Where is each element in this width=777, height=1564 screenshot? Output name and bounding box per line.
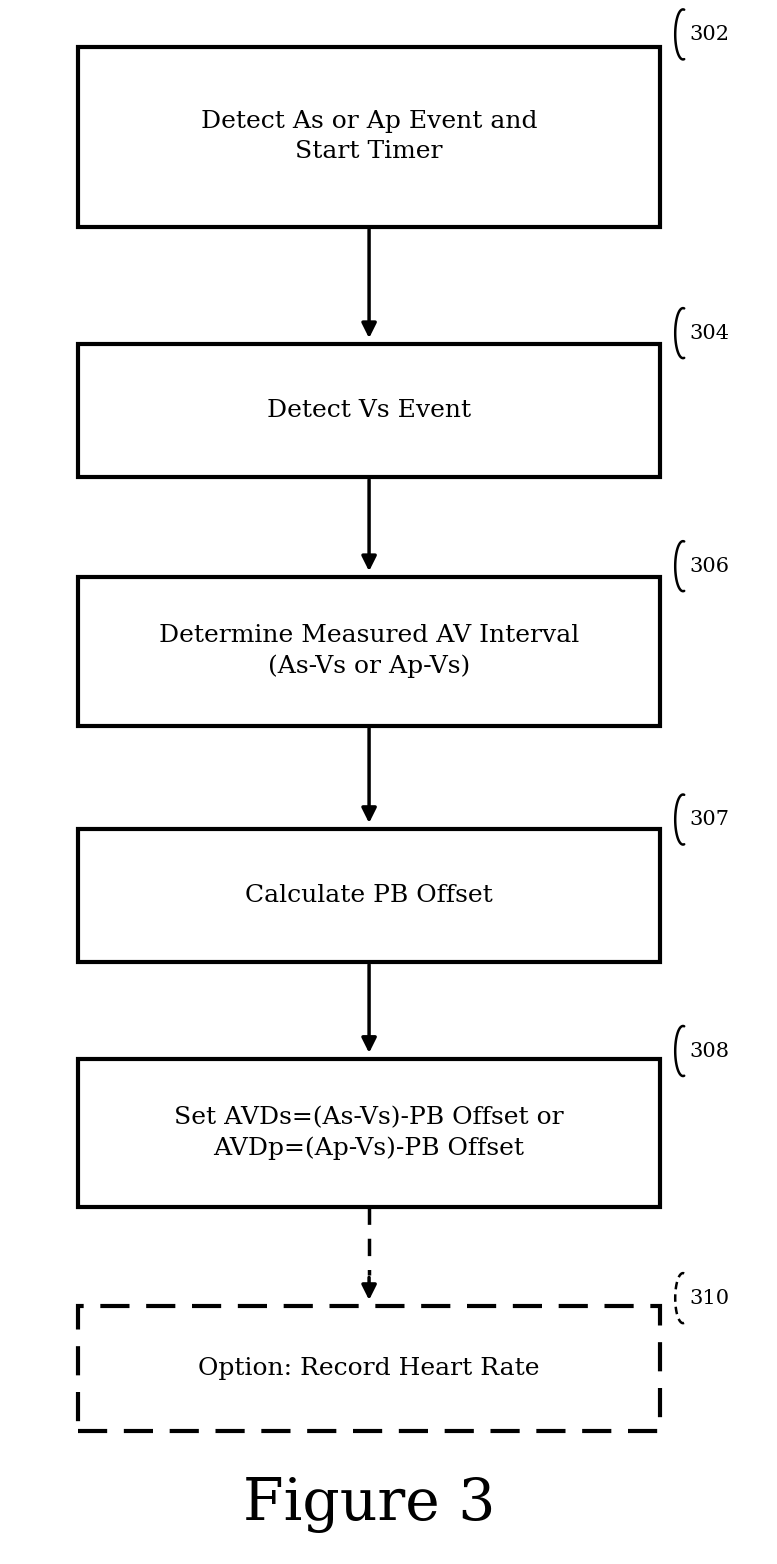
Text: Determine Measured AV Interval
(As-Vs or Ap-Vs): Determine Measured AV Interval (As-Vs or… bbox=[159, 624, 579, 679]
Text: Calculate PB Offset: Calculate PB Offset bbox=[246, 884, 493, 907]
FancyBboxPatch shape bbox=[78, 1059, 660, 1207]
FancyBboxPatch shape bbox=[78, 344, 660, 477]
Text: Set AVDs=(As-Vs)-PB Offset or
AVDp=(Ap-Vs)-PB Offset: Set AVDs=(As-Vs)-PB Offset or AVDp=(Ap-V… bbox=[174, 1106, 564, 1160]
Text: 307: 307 bbox=[689, 810, 729, 829]
Text: 308: 308 bbox=[689, 1042, 729, 1060]
Text: 304: 304 bbox=[689, 324, 729, 343]
FancyBboxPatch shape bbox=[78, 1306, 660, 1431]
Text: 310: 310 bbox=[689, 1289, 730, 1308]
FancyBboxPatch shape bbox=[78, 577, 660, 726]
Text: 306: 306 bbox=[689, 557, 729, 576]
Text: 302: 302 bbox=[689, 25, 729, 44]
Text: Figure 3: Figure 3 bbox=[243, 1476, 495, 1533]
Text: Option: Record Heart Rate: Option: Record Heart Rate bbox=[198, 1358, 540, 1379]
Text: Detect As or Ap Event and
Start Timer: Detect As or Ap Event and Start Timer bbox=[200, 109, 538, 164]
FancyBboxPatch shape bbox=[78, 47, 660, 227]
Text: Detect Vs Event: Detect Vs Event bbox=[267, 399, 471, 422]
FancyBboxPatch shape bbox=[78, 829, 660, 962]
